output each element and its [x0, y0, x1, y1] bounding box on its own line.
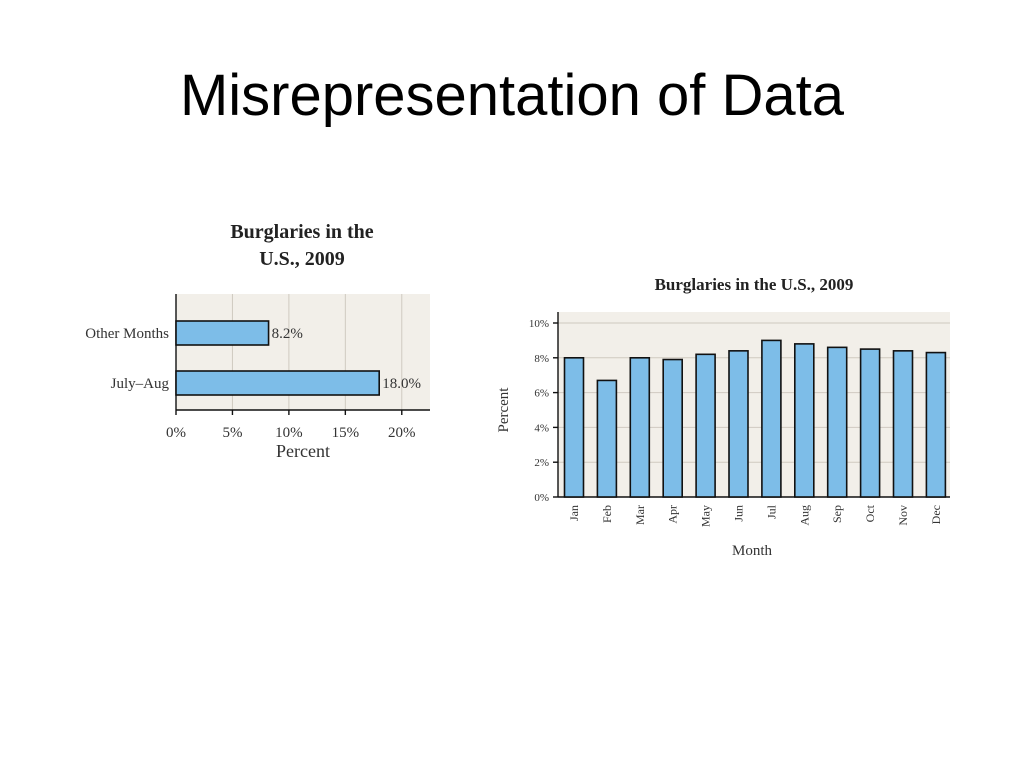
x-tick-label: Mar [633, 505, 647, 525]
x-tick-label: Nov [896, 505, 910, 526]
bar [563, 356, 585, 498]
bar [892, 350, 914, 498]
bar [925, 351, 947, 498]
y-tick-label: 4% [534, 422, 549, 434]
x-tick-label: Oct [863, 504, 877, 522]
bar [175, 370, 380, 396]
x-tick-label: 15% [332, 425, 360, 441]
x-axis-label: Percent [276, 441, 330, 461]
chart-title: Burglaries in the [230, 221, 373, 243]
x-tick-label: Aug [797, 505, 811, 526]
vertical-bar-chart: 0% 2% 4% 6% 8% 10% Jan Feb Mar Apr May Jun Jul Aug Sep… [496, 275, 950, 559]
bar [826, 346, 848, 498]
x-tick-label: Jun [732, 505, 746, 522]
category-label: July–Aug [111, 376, 170, 392]
x-tick-label: Sep [830, 505, 844, 523]
x-tick-label: Jul [764, 504, 778, 519]
bar [629, 356, 651, 498]
y-axis-label: Percent [496, 387, 512, 433]
x-tick-label: Dec [929, 505, 943, 524]
bar [728, 350, 749, 498]
y-tick-label: 2% [534, 457, 549, 469]
bar [761, 339, 782, 498]
y-tick-label: 10% [529, 318, 549, 330]
data-label: 18.0% [382, 376, 421, 392]
y-tick-label: 0% [534, 492, 549, 504]
plot-background [558, 312, 950, 497]
chart-title: U.S., 2009 [259, 248, 345, 270]
y-tick-label: 8% [534, 353, 549, 365]
x-tick-label: 10% [275, 425, 303, 441]
category-label: Other Months [85, 326, 169, 342]
x-tick-label: Apr [666, 505, 680, 524]
horizontal-bar-chart: 0% 5% 10% 15% 20% Other Months 8.2% July–Aug 18.… [85, 221, 430, 461]
bar [793, 343, 815, 498]
slide-title: Misrepresentation of Data [179, 63, 845, 128]
y-tick-label: 6% [534, 388, 549, 400]
x-tick-label: 0% [166, 425, 186, 441]
data-label: 8.2% [272, 326, 303, 342]
x-tick-label: 20% [388, 425, 416, 441]
bar [695, 353, 716, 498]
bar [859, 348, 881, 498]
x-axis-label: Month [732, 543, 773, 559]
bar [662, 358, 684, 498]
bar [596, 379, 618, 498]
x-tick-label: Jan [567, 505, 581, 521]
bar [175, 320, 270, 346]
x-tick-label: Feb [600, 505, 614, 523]
chart-title: Burglaries in the U.S., 2009 [655, 275, 854, 294]
x-tick-label: May [699, 505, 713, 527]
x-tick-label: 5% [222, 425, 242, 441]
